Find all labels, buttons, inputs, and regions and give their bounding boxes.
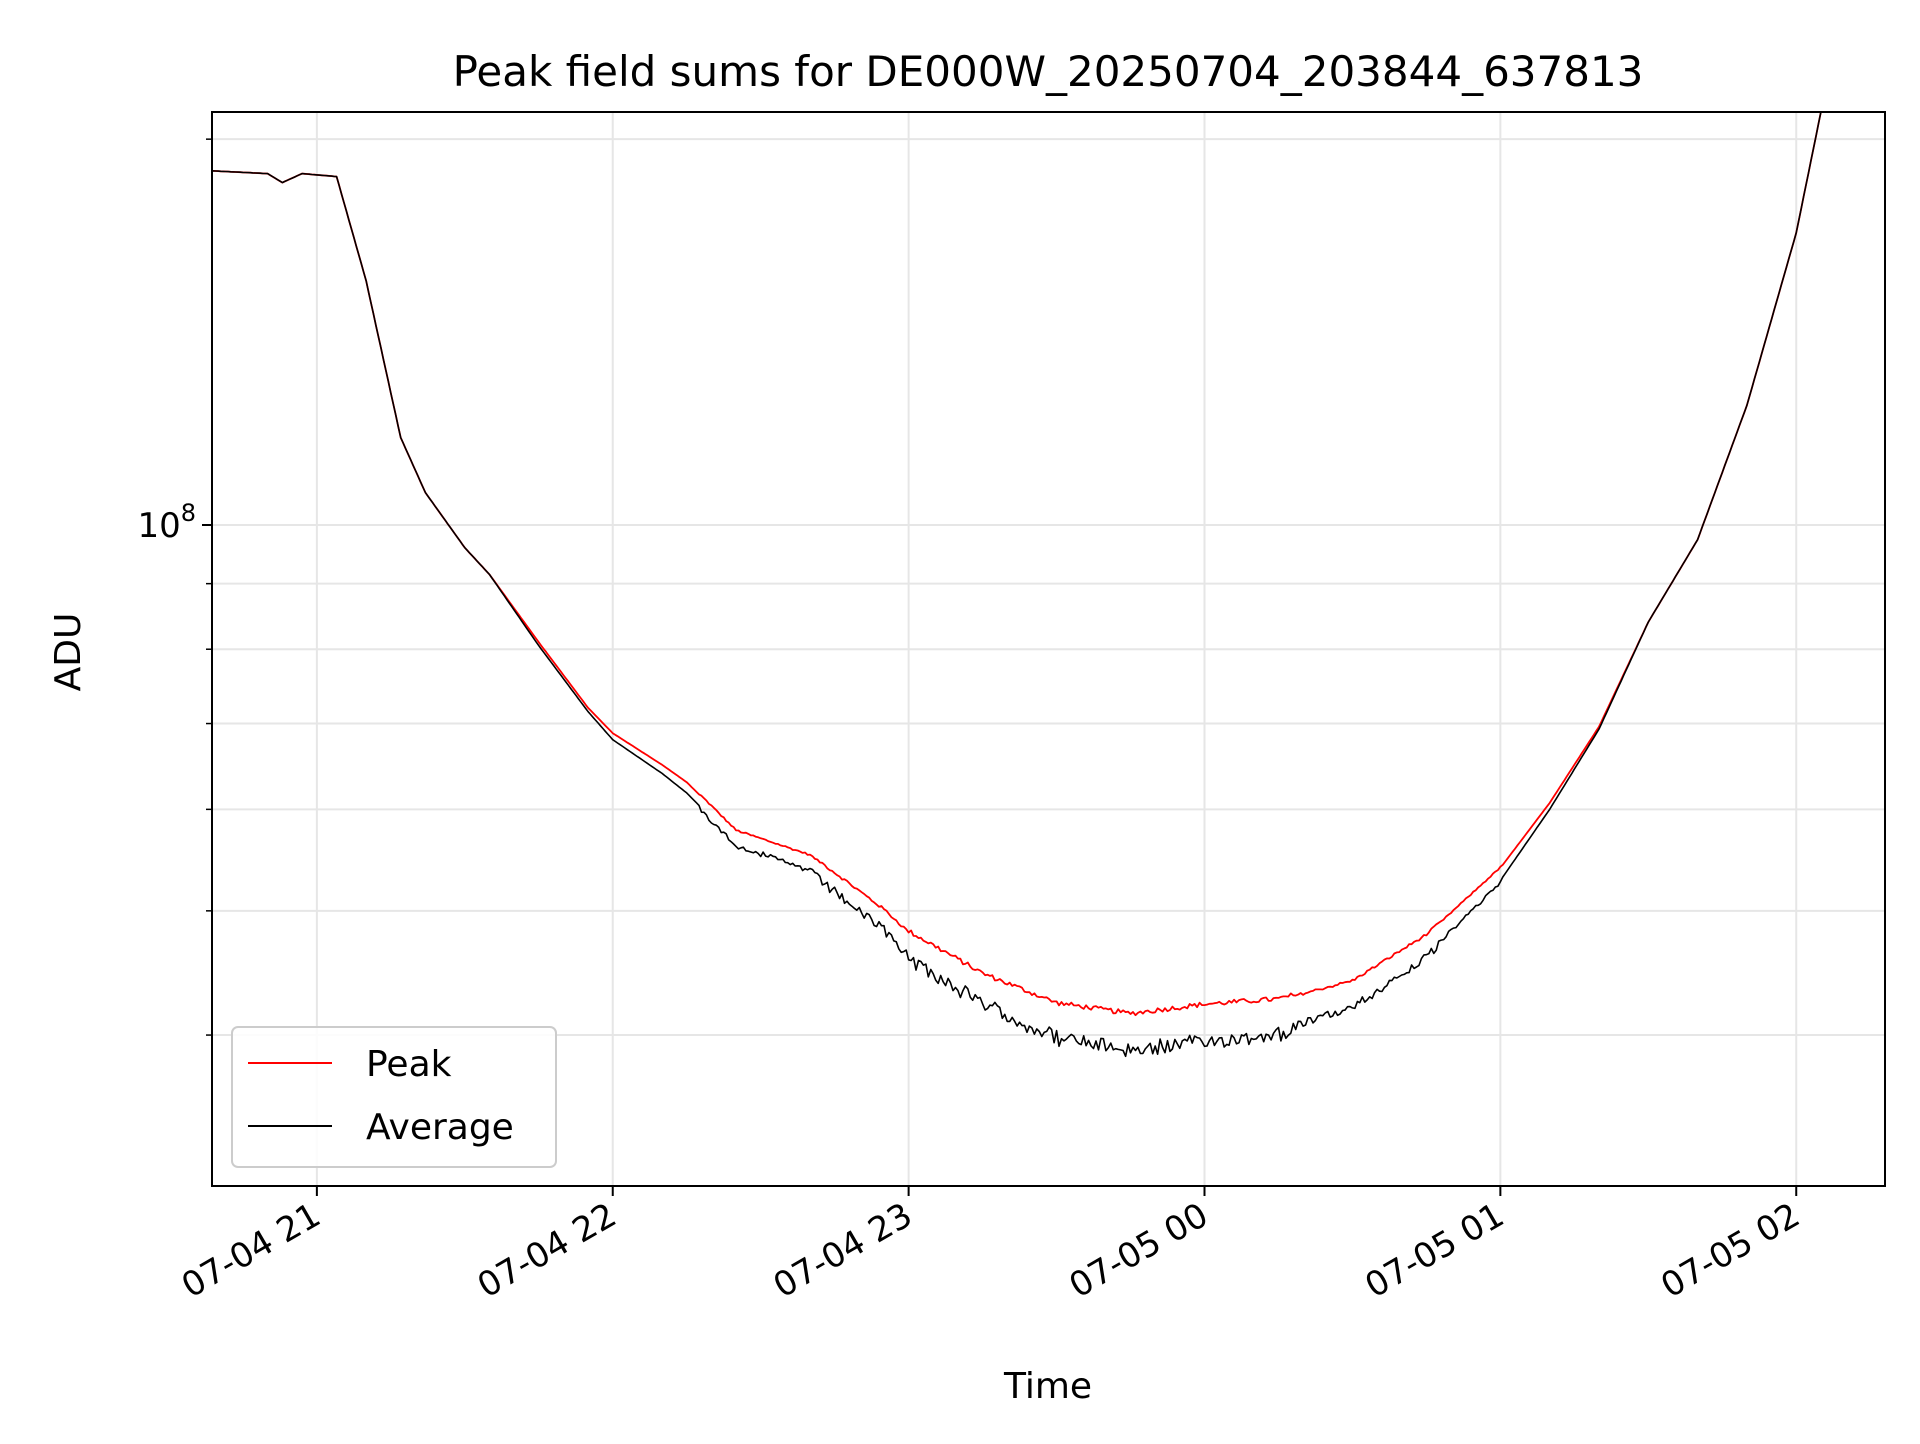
- series-line-average: [212, 112, 1885, 1058]
- series-layer: [212, 112, 1885, 1058]
- legend: Peak Average: [231, 1026, 557, 1168]
- y-tick-label-base: 10: [137, 506, 180, 546]
- y-tick-label-exponent: 8: [181, 499, 196, 527]
- y-axis-label: ADU: [48, 613, 89, 692]
- y-tick-label: 108: [137, 499, 196, 546]
- legend-label-peak: Peak: [366, 1044, 452, 1085]
- legend-label-average: Average: [366, 1107, 514, 1148]
- chart-title: Peak field sums for DE000W_20250704_2038…: [453, 47, 1644, 96]
- x-axis-label: Time: [1003, 1366, 1092, 1407]
- grid-layer: [212, 112, 1885, 1186]
